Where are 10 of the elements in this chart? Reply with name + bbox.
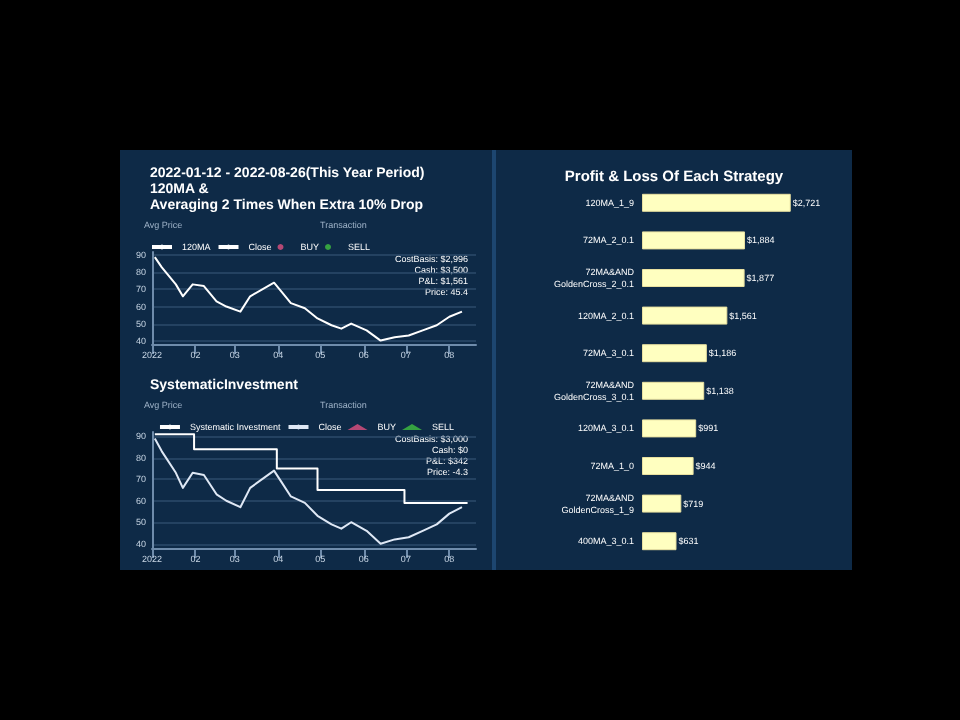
bar [642, 419, 697, 438]
bar [642, 193, 791, 212]
bar [642, 344, 707, 363]
bar [642, 269, 745, 287]
bar [642, 494, 682, 513]
bar [642, 231, 745, 250]
bar [642, 457, 694, 475]
bar [642, 381, 705, 400]
bar [642, 306, 728, 325]
bar [642, 532, 677, 551]
